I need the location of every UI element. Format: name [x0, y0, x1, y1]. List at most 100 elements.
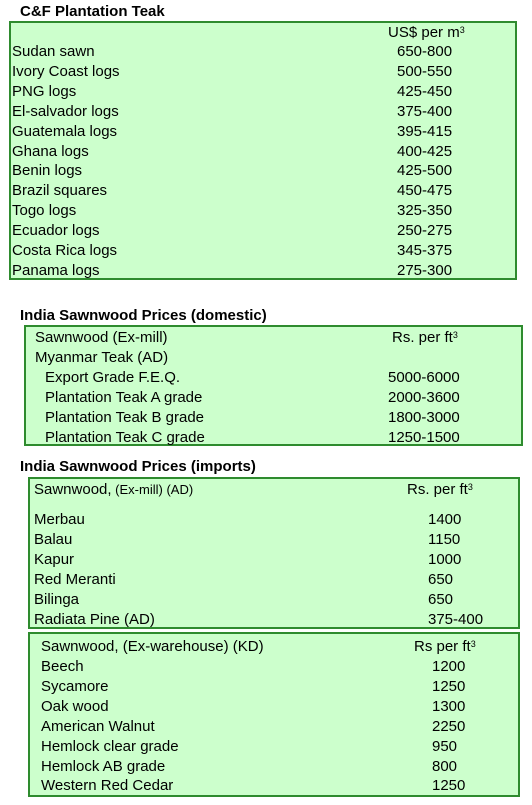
table-row: Oak wood 1300	[30, 697, 518, 717]
warehouse-header-row: Sawnwood, (Ex-warehouse) (KD) Rs per ft3	[30, 637, 518, 657]
row-value: 250-275	[397, 222, 453, 240]
row-label: Beech	[41, 658, 84, 675]
plantation-teak-table: US$ per m3 Sudan sawn 650-800 Ivory Coast …	[9, 21, 517, 280]
row-label: Kapur	[34, 550, 75, 568]
row-label: Ivory Coast logs	[12, 62, 120, 80]
row-value: 425-450	[397, 82, 453, 100]
row-value: 1250	[432, 677, 466, 695]
row-value: 1400	[428, 511, 462, 528]
row-label: Togo logs	[12, 202, 77, 220]
row-value: 2000-3600	[388, 388, 460, 406]
row-value: 345-375	[397, 242, 453, 259]
table-row: Togo logs 325-350	[11, 201, 515, 221]
table-row: Beech 1200	[30, 657, 518, 677]
table-row: Bilinga 650	[30, 590, 518, 610]
row-label: Balau	[34, 530, 73, 548]
table-row: Panama logs 275-300	[11, 261, 515, 281]
imports-warehouse-table: Sawnwood, (Ex-warehouse) (KD) Rs per ft3…	[28, 632, 520, 797]
row-label: Brazil squares	[12, 182, 108, 200]
table-row: Plantation Teak A grade 2000-3600	[26, 388, 521, 408]
row-value: 2250	[432, 717, 466, 735]
row-label: Radiata Pine (AD)	[34, 610, 155, 628]
row-label: Benin logs	[12, 162, 83, 180]
row-value: 275-300	[397, 261, 453, 279]
table-row: Red Meranti 650	[30, 570, 518, 590]
row-value: 650-800	[397, 43, 453, 60]
section1-title: C&F Plantation Teak	[20, 3, 165, 20]
row-value: 395-415	[397, 122, 453, 140]
row-label: Ghana logs	[12, 142, 89, 160]
table-row: Guatemala logs 395-415	[11, 122, 515, 142]
row-label: Costa Rica logs	[12, 242, 118, 259]
table-row: Brazil squares 450-475	[11, 181, 515, 201]
row-label: Sycamore	[41, 677, 109, 695]
table-row: Sycamore 1250	[30, 677, 518, 697]
row-value: 950	[432, 737, 458, 755]
row-value: 1250	[432, 777, 466, 795]
row-label: Bilinga	[34, 590, 80, 608]
table-row: El-salvador logs 375-400	[11, 102, 515, 122]
row-value: 400-425	[397, 142, 453, 160]
table-row: Western Red Cedar 1250	[30, 776, 518, 796]
table-row: Sudan sawn 650-800	[11, 42, 515, 62]
table-row: Export Grade F.E.Q. 5000-6000	[26, 368, 521, 388]
row-value: 375-400	[397, 102, 453, 120]
row-value: 325-350	[397, 202, 453, 220]
row-label: American Walnut	[41, 717, 155, 735]
section2-title: India Sawnwood Prices (domestic)	[20, 307, 267, 324]
warehouse-header-label: Sawnwood, (Ex-warehouse) (KD)	[41, 638, 264, 655]
row-label: El-salvador logs	[12, 102, 119, 120]
row-label: Plantation Teak B grade	[45, 408, 205, 426]
row-label: Plantation Teak C grade	[45, 428, 205, 446]
imports-header-label: Sawnwood, (Ex-mill) (AD)	[34, 481, 194, 498]
imports-exmill-table: Sawnwood, (Ex-mill) (AD) Rs. per ft3 Mer…	[28, 477, 520, 629]
row-value: 5000-6000	[388, 369, 460, 386]
row-value: 650	[428, 570, 454, 588]
row-value: 1200	[432, 658, 466, 675]
row-label: Guatemala logs	[12, 122, 118, 140]
table-row: PNG logs 425-450	[11, 82, 515, 102]
row-label: Sudan sawn	[12, 43, 95, 60]
row-value: 1300	[432, 697, 466, 715]
row-value: 425-500	[397, 162, 453, 180]
table-row: Benin logs 425-500	[11, 161, 515, 181]
domestic-header-label: Sawnwood (Ex-mill)	[35, 329, 168, 346]
row-label: PNG logs	[12, 82, 77, 100]
table-row: Ghana logs 400-425	[11, 142, 515, 162]
domestic-unit-header: Rs. per ft3	[392, 329, 458, 346]
table-row: Merbau 1400	[30, 510, 518, 530]
row-value: 800	[432, 757, 458, 775]
domestic-subheader: Myanmar Teak (AD)	[35, 349, 169, 366]
row-value: 1250-1500	[388, 428, 460, 446]
unit-header-row: US$ per m3	[11, 23, 515, 43]
table-row: Balau 1150	[30, 530, 518, 550]
table-row: Plantation Teak C grade 1250-1500	[26, 428, 521, 448]
row-label: Hemlock clear grade	[41, 737, 179, 755]
domestic-subheader-row: Myanmar Teak (AD)	[26, 348, 521, 368]
row-value: 500-550	[397, 62, 453, 80]
section3-title: India Sawnwood Prices (imports)	[20, 458, 256, 475]
table-row: Costa Rica logs 345-375	[11, 241, 515, 261]
row-label: Merbau	[34, 511, 85, 528]
table-row: American Walnut 2250	[30, 717, 518, 737]
table-row: Plantation Teak B grade 1800-3000	[26, 408, 521, 428]
row-label: Western Red Cedar	[41, 777, 174, 795]
table-row: Hemlock AB grade 800	[30, 757, 518, 777]
row-label: Plantation Teak A grade	[45, 388, 203, 406]
domestic-prices-table: Sawnwood (Ex-mill) Rs. per ft3 Myanmar T…	[24, 325, 523, 446]
row-value: 650	[428, 590, 454, 608]
domestic-header-row: Sawnwood (Ex-mill) Rs. per ft3	[26, 328, 521, 348]
table-row: Hemlock clear grade 950	[30, 737, 518, 757]
row-label: Ecuador logs	[12, 222, 100, 240]
row-value: 1000	[428, 550, 462, 568]
row-label: Red Meranti	[34, 570, 116, 588]
table-row: Ivory Coast logs 500-550	[11, 62, 515, 82]
row-label: Export Grade F.E.Q.	[45, 369, 181, 386]
row-value: 1800-3000	[388, 408, 460, 426]
row-value: 1150	[428, 530, 461, 548]
warehouse-unit-header: Rs per ft3	[414, 638, 476, 655]
table-row: Ecuador logs 250-275	[11, 221, 515, 241]
row-value: 375-400	[428, 610, 484, 628]
row-label: Panama logs	[12, 261, 100, 279]
table-row: Radiata Pine (AD) 375-400	[30, 610, 518, 630]
